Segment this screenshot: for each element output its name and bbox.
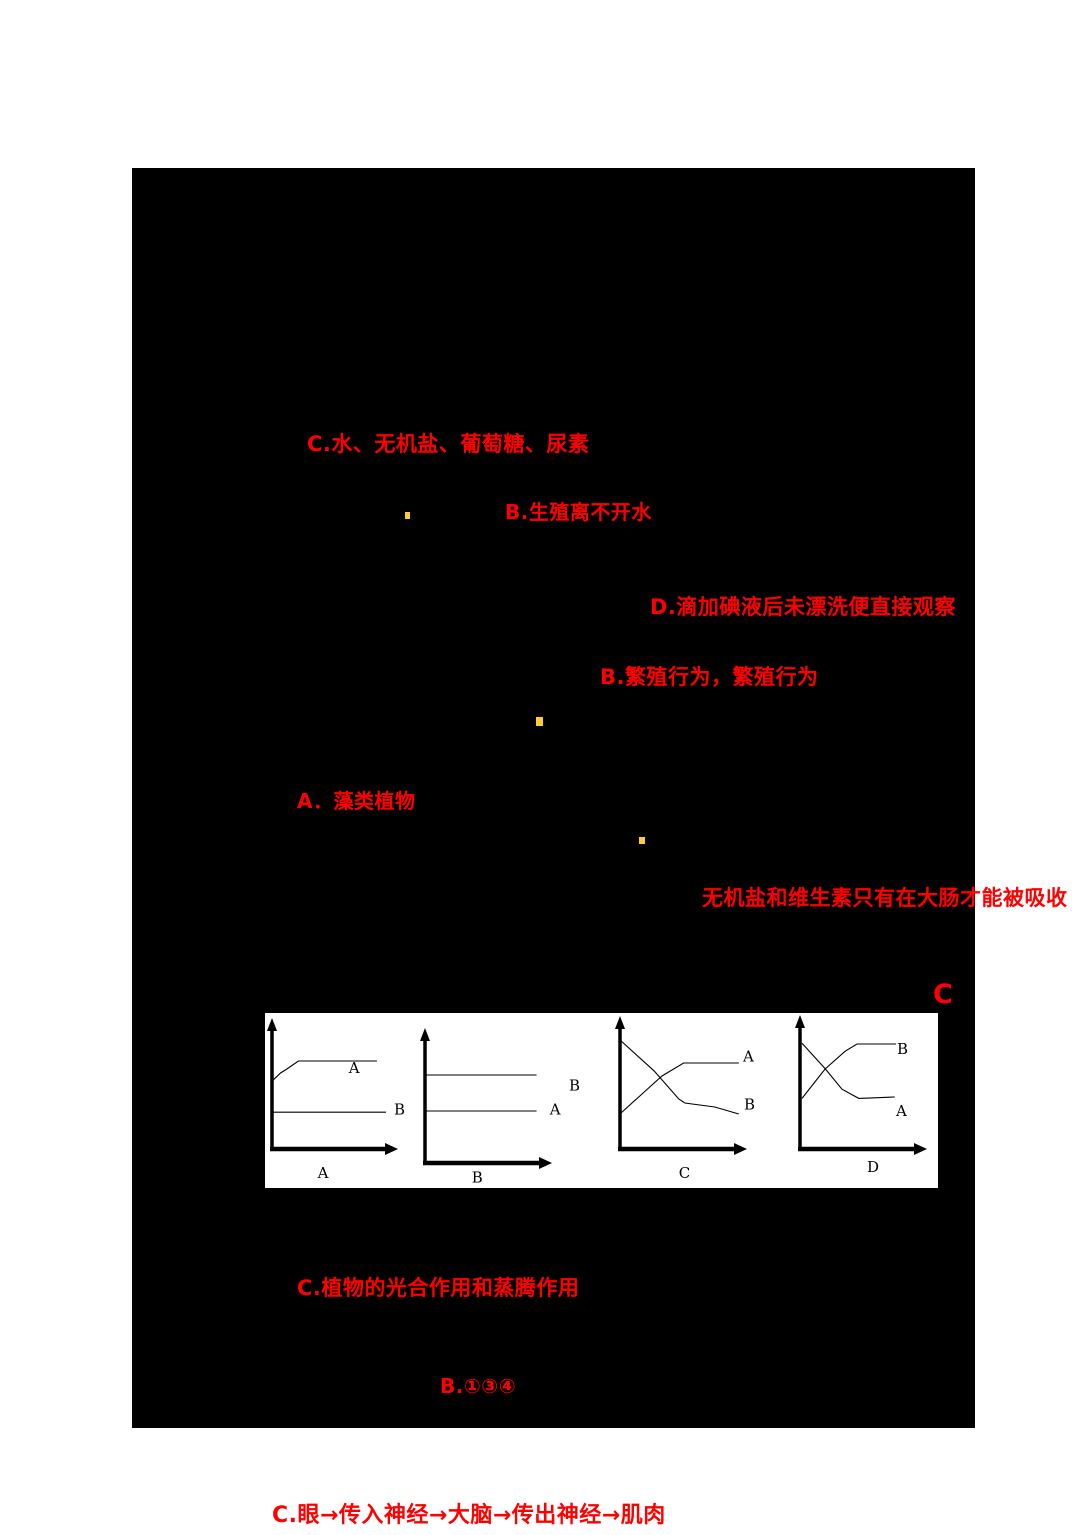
answer-letter-c: C	[933, 979, 953, 1010]
option-b-breeding-behavior-text: B.繁殖行为，繁殖行为	[600, 665, 819, 689]
exam-page-panel: C.水、无机盐、葡萄糖、尿素 B.生殖离不开水 D.滴加碘液后未漂洗便直接观察 …	[132, 168, 1067, 1528]
chart-xlabel-A: A	[317, 1164, 329, 1182]
x-axis-arrow-icon	[734, 1143, 747, 1155]
option-c-photosynthesis-text: C.植物的光合作用和蒸腾作用	[297, 1276, 580, 1300]
curve-C-A	[620, 1062, 739, 1114]
chart-A: A B A	[267, 1018, 405, 1182]
y-axis-arrow-icon	[615, 1016, 625, 1029]
x-axis-arrow-icon	[539, 1157, 552, 1169]
y-axis-arrow-icon	[795, 1015, 805, 1028]
cursor-dot-2	[536, 717, 543, 726]
curve-label-D-B: B	[897, 1040, 908, 1058]
option-b-circled-134-text: B.①③④	[440, 1374, 517, 1398]
curve-C-B	[620, 1040, 739, 1115]
option-b-reproduction-water-text: B.生殖离不开水	[505, 500, 652, 524]
curve-label-B-B: B	[569, 1077, 580, 1095]
x-axis-arrow-icon	[385, 1143, 398, 1155]
x-axis-arrow-icon	[914, 1143, 927, 1155]
chart-C: A B C	[615, 1016, 755, 1182]
curve-label-A-A: A	[348, 1059, 360, 1077]
curve-label-C-B: B	[744, 1095, 755, 1113]
chart-xlabel-D: D	[867, 1158, 879, 1176]
y-axis-arrow-icon	[420, 1028, 430, 1041]
cursor-dot-3	[639, 837, 645, 844]
option-a-algae-text: A．藻类植物	[297, 789, 416, 813]
cursor-dot-1	[405, 512, 410, 519]
curve-D-A	[801, 1042, 895, 1099]
curve-label-D-A: A	[895, 1102, 907, 1120]
chart-xlabel-C: C	[679, 1164, 690, 1182]
chart-B: BAB	[420, 1028, 580, 1187]
statement-minerals-absorption-text: 无机盐和维生素只有在大肠才能被吸收	[702, 886, 1068, 910]
option-d-iodine-text: D.滴加碘液后未漂洗便直接观察	[650, 595, 956, 619]
curve-A-A	[271, 1060, 377, 1082]
curve-label-B-A: A	[549, 1101, 561, 1119]
option-c-reflex-arc-text: C.眼→传入神经→大脑→传出神经→肌肉	[272, 1503, 666, 1528]
curve-label-C-A: A	[742, 1048, 754, 1066]
curve-D-B	[801, 1043, 896, 1099]
curve-label-A-B: B	[394, 1101, 405, 1119]
chart-xlabel-B: B	[472, 1169, 483, 1187]
y-axis-arrow-icon	[267, 1018, 277, 1031]
chart-D: B A D	[795, 1015, 927, 1176]
option-c-water-text: C.水、无机盐、葡萄糖、尿素	[307, 432, 590, 456]
